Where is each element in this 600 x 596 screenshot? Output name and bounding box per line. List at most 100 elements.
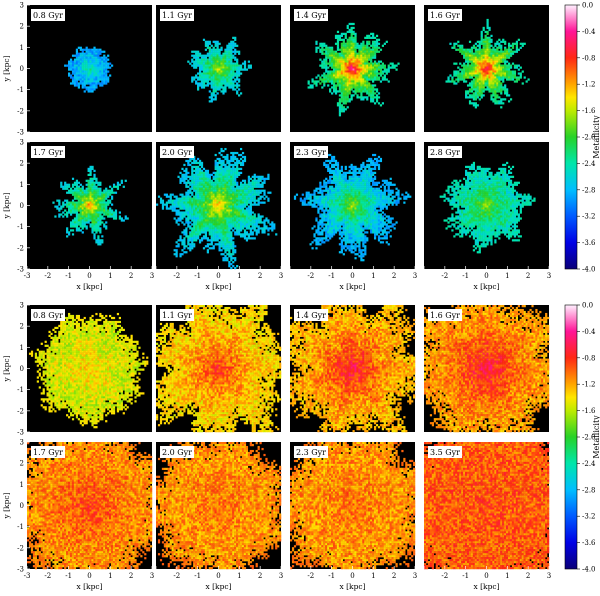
colorbar-gradient [564,304,578,570]
time-label-text: 2.3 Gyr [296,148,326,157]
time-label: 1.6 Gyr [428,9,462,21]
x-tick-label: 0 [484,272,488,280]
x-axis-label: x [kpc] [339,282,365,291]
y-tick-label: 3 [20,2,24,10]
time-label-text: 2.3 Gyr [296,448,326,457]
time-label-text: 1.1 Gyr [162,11,192,20]
x-tick-label: 3 [150,572,154,580]
time-label: 1.1 Gyr [160,309,194,321]
x-tick-label: 1 [237,272,241,280]
panel-stars-2: 1.1 Gyr [156,5,281,132]
time-label-text: 3.5 Gyr [430,448,460,457]
x-tick-label: 3 [279,272,283,280]
metallicity-map [52,165,129,246]
panel-stars-6: 2.0 Gyr -2 -1 0 1 2 3 x [kpc] [155,142,283,291]
panel-gas-2: 1.1 Gyr [156,305,282,433]
x-tick-label: 2 [526,572,530,580]
x-tick-label: 0 [87,272,91,280]
panel-stars-8: 2.8 Gyr -2 -1 0 1 2 3 x [kpc] [423,142,551,291]
x-tick-label: -1 [328,572,335,580]
x-axis-label: x [kpc] [205,282,231,291]
panel-stars-5: 1.7 Gyr 3 2 1 0 -1 -2 -3 y [kpc] -3 -2 -1 0 1 2 3 x [kpc… [2,139,154,292]
time-label-text: 2.0 Gyr [162,148,192,157]
colorbar-tick-label: -4.0 [582,566,596,574]
panel-stars-3: 1.4 Gyr [290,5,415,132]
colorbar-tick-label: 0.0 [582,2,593,10]
time-label-text: 1.1 Gyr [162,311,192,320]
panel-stars-7: 2.3 Gyr -2 -1 0 1 2 3 x [kpc] [289,142,417,291]
colorbar-tick-label: -3.2 [582,213,596,221]
colorbar-tick-label: -1.6 [582,407,596,415]
panel-gas-3: 1.4 Gyr [290,305,416,433]
y-tick-label: -3 [17,129,24,137]
metallicity-map [307,22,400,117]
x-tick-label: 0 [350,272,354,280]
time-label: 1.7 Gyr [31,146,65,158]
time-label: 1.7 Gyr [31,446,65,458]
time-label-text: 2.8 Gyr [430,148,460,157]
x-tick-label: 3 [413,572,417,580]
x-tick-label: 0 [484,572,488,580]
y-tick-label: 0 [20,202,24,210]
x-axis-label: x [kpc] [76,582,102,591]
colorbar-tick-label: -2.0 [582,134,596,142]
x-tick-label: 2 [258,572,262,580]
y-tick-label: -2 [17,244,24,252]
x-axis-label: x [kpc] [473,282,499,291]
time-label-text: 1.6 Gyr [430,11,460,20]
x-tick-label: -1 [194,572,201,580]
metallicity-map [156,305,282,433]
time-label: 1.4 Gyr [294,9,328,21]
x-tick-label: 0 [216,272,220,280]
metallicity-map [64,46,114,93]
x-tick-label: 3 [547,572,551,580]
colorbar-tick-label: -2.4 [582,460,596,468]
colorbar-tick-label: -1.6 [582,107,596,115]
x-tick-label: 0 [87,572,91,580]
colorbar-tick-label: -3.6 [582,539,596,547]
y-tick-label: 1 [20,44,24,52]
time-label: 2.0 Gyr [160,146,194,158]
time-label: 1.1 Gyr [160,9,194,21]
x-tick-label: -1 [65,272,72,280]
colorbar-label: Metallicity [592,115,600,159]
y-axis-label: y [kpc] [2,55,11,82]
x-tick-label: -1 [328,272,335,280]
colorbar-tick-label: -1.2 [582,381,596,389]
x-tick-label: 2 [129,272,133,280]
metallicity-map [293,151,412,262]
panel-gas-5: 1.7 Gyr 3 2 1 0 -1 -2 -3 y [kpc] -3 -2 -1 0 1 2 3 x [kpc… [2,439,154,592]
chart-block-gas: 0.8 Gyr 3 2 1 0 -1 -2 -3 y [kpc] 1.1 Gyr 1.4 Gyr 1.… [2,302,600,592]
y-tick-label: -1 [17,386,24,394]
chart-block-stars: 0.8 Gyr 3 2 1 0 -1 -2 -3 y [kpc] 1.1 Gyr 1.4 Gyr 1.… [2,2,600,292]
colorbar-tick-label: -2.8 [582,186,596,194]
colorbar-tick-label: -2.0 [582,434,596,442]
time-label-text: 1.4 Gyr [296,311,326,320]
x-tick-label: -1 [462,572,469,580]
panel-gas-8: 3.5 Gyr -2 -1 0 1 2 3 x [kpc] [423,442,551,591]
time-label: 2.0 Gyr [160,446,194,458]
colorbar-tick-label: -2.4 [582,160,596,168]
colorbar-tick-label: -3.2 [582,513,596,521]
y-tick-label: 2 [20,460,24,468]
y-tick-label: 0 [20,502,24,510]
x-axis-label: x [kpc] [205,582,231,591]
metallicity-map [156,442,282,570]
panel-gas-6: 2.0 Gyr -2 -1 0 1 2 3 x [kpc] [155,442,283,591]
x-tick-label: -3 [24,572,31,580]
metallicity-map [424,442,550,570]
colorbar: 0.0 -0.4 -0.8 -1.2 -1.6 -2.0 -2.4 -2.8 -3.2 -3.6 -… [564,2,600,274]
y-axis-label: y [kpc] [2,355,11,382]
y-axis-label: y [kpc] [2,192,11,219]
x-tick-label: -2 [441,272,448,280]
time-label-text: 1.7 Gyr [33,448,63,457]
y-axis-label: y [kpc] [2,492,11,519]
y-tick-label: -1 [17,86,24,94]
x-axis-label: x [kpc] [473,582,499,591]
time-label-text: 0.8 Gyr [33,11,63,20]
metallicity-map [27,442,153,570]
x-tick-label: 1 [108,272,112,280]
x-tick-label: -2 [44,572,51,580]
x-tick-label: 3 [547,272,551,280]
